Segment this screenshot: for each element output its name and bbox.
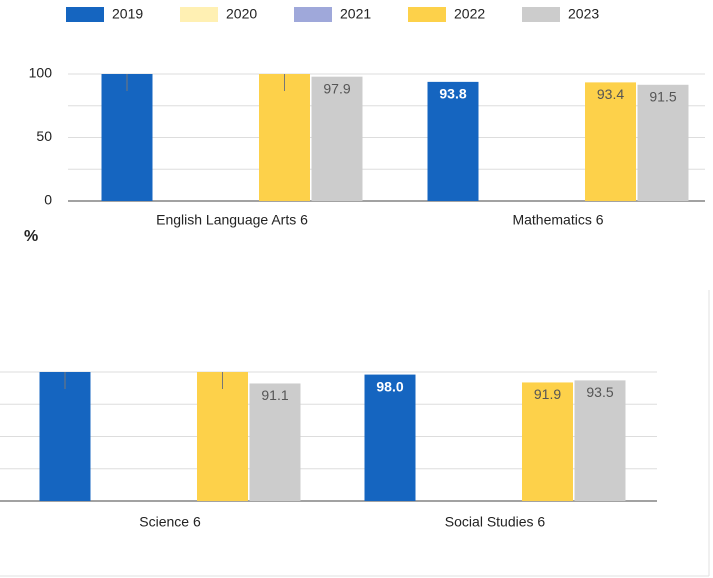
y-axis-label: % bbox=[24, 228, 38, 245]
bar bbox=[311, 76, 363, 201]
data-label: 93.4 bbox=[597, 86, 624, 102]
bar bbox=[101, 74, 153, 201]
data-label: 93.8 bbox=[439, 86, 466, 102]
data-label: 91.1 bbox=[261, 387, 288, 403]
bar bbox=[574, 380, 626, 501]
bar bbox=[249, 383, 301, 501]
bar bbox=[39, 372, 91, 501]
bar bbox=[364, 374, 416, 501]
data-label: 97.9 bbox=[323, 80, 350, 96]
bar bbox=[259, 74, 310, 201]
legend-swatch bbox=[522, 7, 560, 22]
data-label: 93.5 bbox=[586, 384, 613, 400]
x-tick-label: Social Studies 6 bbox=[445, 514, 546, 530]
legend-swatch bbox=[66, 7, 104, 22]
bar bbox=[522, 382, 573, 501]
legend-label: 2022 bbox=[454, 6, 485, 22]
x-tick-label: Science 6 bbox=[139, 514, 201, 530]
y-tick-label: 100 bbox=[29, 65, 53, 81]
legend-label: 2020 bbox=[226, 6, 257, 22]
bar bbox=[427, 81, 479, 201]
y-tick-label: 50 bbox=[36, 128, 52, 144]
data-label: 91.9 bbox=[534, 386, 561, 402]
legend-swatch bbox=[294, 7, 332, 22]
x-tick-label: Mathematics 6 bbox=[512, 212, 603, 228]
data-label: 91.5 bbox=[649, 88, 676, 104]
legend-label: 2021 bbox=[340, 6, 371, 22]
legend-swatch bbox=[180, 7, 218, 22]
legend-label: 2019 bbox=[112, 6, 143, 22]
legend-label: 2023 bbox=[568, 6, 599, 22]
x-tick-label: English Language Arts 6 bbox=[156, 212, 308, 228]
bar bbox=[197, 372, 248, 501]
data-label: 98.0 bbox=[376, 378, 403, 394]
bar bbox=[585, 82, 636, 201]
legend-swatch bbox=[408, 7, 446, 22]
bar bbox=[637, 84, 689, 201]
y-tick-label: 0 bbox=[44, 192, 52, 208]
